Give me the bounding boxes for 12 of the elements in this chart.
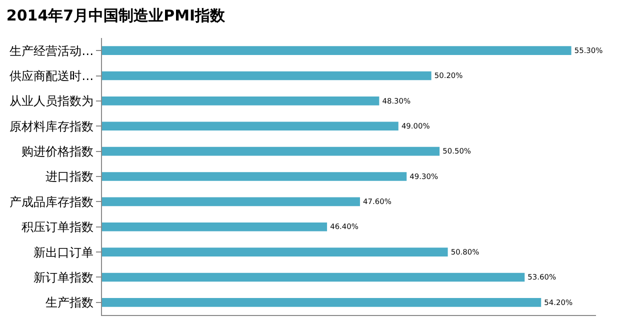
y-tick-label: 生产指数 xyxy=(46,296,94,310)
y-tick-label: 新订单指数 xyxy=(34,270,94,284)
y-tick-label: 原材料库存指数 xyxy=(10,119,94,134)
y-tick-label: 从业人员指数为 xyxy=(10,94,94,108)
y-tick-label: 新出口订单 xyxy=(34,245,94,260)
y-tick-label: 生产经营活动… xyxy=(10,44,94,58)
chart-title: 2014年7月中国制造业PMI指数 xyxy=(6,6,226,24)
y-tick-label: 供应商配送时… xyxy=(10,68,94,83)
y-tick-label: 积压订单指数 xyxy=(22,220,94,234)
y-tick-label: 产成品库存指数 xyxy=(10,194,94,209)
y-tick-label: 购进价格指数 xyxy=(22,144,94,159)
y-tick-label: 进口指数 xyxy=(46,170,94,184)
